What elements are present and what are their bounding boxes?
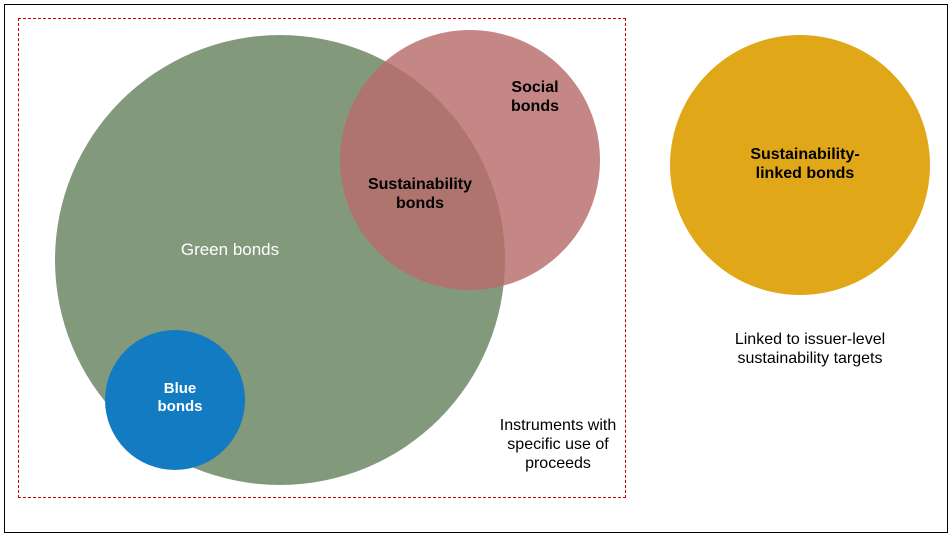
green-bonds-label: Green bonds xyxy=(170,240,290,260)
blue-bonds-label: Blue bonds xyxy=(150,380,210,416)
social-bonds-circle xyxy=(340,30,600,290)
sustainability-bonds-label: Sustainability bonds xyxy=(355,175,485,213)
slb-caption: Linked to issuer-level sustainability ta… xyxy=(710,330,910,368)
social-bonds-label: Social bonds xyxy=(495,78,575,116)
use-of-proceeds-caption: Instruments with specific use of proceed… xyxy=(478,416,638,474)
slb-label: Sustainability- linked bonds xyxy=(735,145,875,183)
social-bonds-label-line1: Social bonds xyxy=(511,79,559,115)
